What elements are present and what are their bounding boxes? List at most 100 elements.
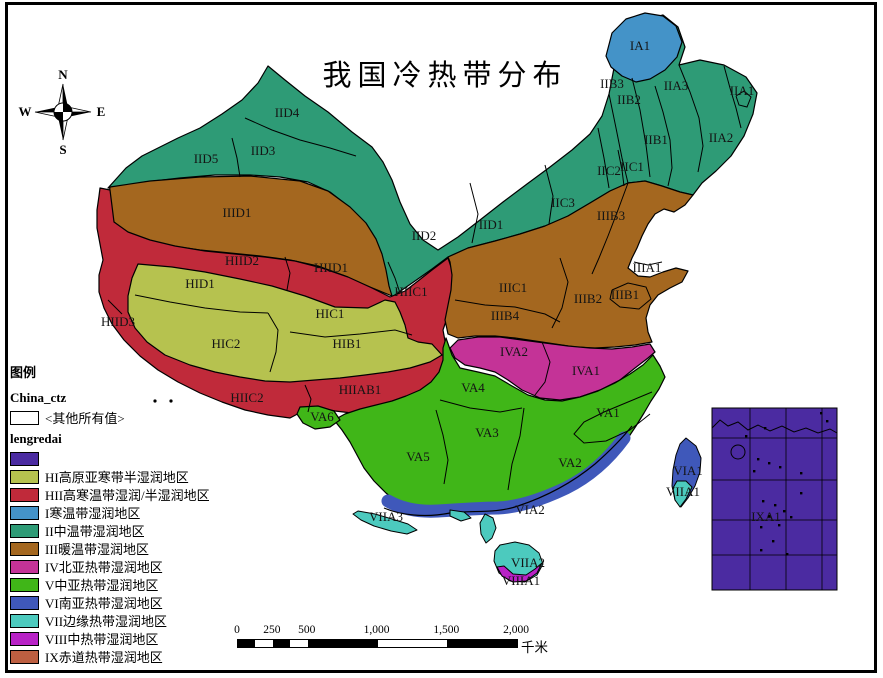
compass-label-s: S [59,142,66,157]
region-viia3 [352,510,418,535]
region-label-ia1: IA1 [630,38,650,53]
legend-swatch [10,452,39,466]
region-taiwan-south [672,480,693,508]
region-label-iib1: IIB1 [644,132,668,147]
inset-region-label: IXA1 [751,509,781,524]
inset-island-speck [762,500,765,503]
zone-boundary-line [231,137,241,178]
region-label-va4: VA4 [461,380,485,395]
compass-quadrant [63,103,72,112]
inset-island-speck [745,435,748,438]
region-label-iid1: IID1 [479,217,504,232]
zone-boundary-line [267,312,279,373]
region-hi-plateau [127,263,443,383]
map-frame [5,2,877,673]
legend-item-label: VI南亚热带湿润地区 [45,595,163,611]
scalebar-numbers: 0 250 500 1,000 1,500 2,000 [0,624,883,636]
legend-swatch [10,632,39,646]
zone-boundary-line [591,182,629,275]
region-label-hiic2: HIIC2 [230,390,263,405]
zone-boundary-line [735,90,752,108]
zone-boundary-line [284,256,291,291]
region-label-hib1: HIB1 [333,336,362,351]
inset-island-speck [786,553,789,556]
region-label-iia3: IIA3 [664,78,689,93]
region-label-iiib1: IIIB1 [611,287,639,302]
legend-other-row: <其他所有值> [10,409,210,427]
region-leizhou [479,513,497,544]
region-coast-spot [449,509,472,522]
map-title: 我国冷热带分布 [322,60,568,92]
region-label-iid5: IID5 [194,151,219,166]
south-china-sea-inset [711,407,838,591]
zone-boundary-line [304,384,312,413]
zone-boundary-line [134,294,269,314]
region-label-iid2: IID2 [412,228,437,243]
legend-swatch [10,560,39,574]
zone-boundary-line [107,299,123,315]
zone-boundary-line [534,341,551,396]
zone-boundary-line [597,127,610,189]
region-label-iva2: IVA2 [500,344,528,359]
inset-island-speck [826,420,829,423]
legend-item: I寒温带湿润地区 [10,504,210,522]
region-label-hiid3: HIID3 [101,314,135,329]
zone-boundary-line [387,261,401,294]
region-label-iiic1: IIIC1 [499,280,527,295]
zone-boundary-line [454,299,561,323]
zone-boundary-line [573,391,653,444]
zone-boundary-line [631,77,651,178]
legend-item-label: HI高原亚寒带半湿润地区 [45,469,189,485]
zone-boundary-line [609,282,652,310]
legend-item-label: VIII中热带湿润地区 [45,631,159,647]
legend-swatch [10,506,39,520]
region-label-iiib4: IIIB4 [491,308,520,323]
region-label-hiiab1: HIIAB1 [339,382,382,397]
scalebar-tick-label: 1,000 [363,624,390,636]
legend-item-label: II中温带湿润地区 [45,523,145,539]
scalebar-segment [307,640,378,647]
region-label-via2: VIA2 [515,502,545,517]
region-label-hiid2: HIID2 [225,253,259,268]
scalebar-tick-label: 500 [298,624,316,636]
inset-island-speck [760,549,763,552]
zone-boundary-line [244,117,357,157]
region-label-va2: VA2 [558,455,582,470]
zone-boundary-line [678,64,704,173]
inset-island-speck [790,516,793,519]
region-label-iic2: IIC2 [597,163,621,178]
region-label-va1: VA1 [596,405,620,420]
scalebar-tick-label: 2,000 [503,624,529,636]
legend-layer-name: China_ctz [10,390,67,405]
zone-boundary-line [551,257,569,329]
legend-swatch [10,488,39,502]
legend-item: IX赤道热带湿润地区 [10,648,210,666]
legend-item-label: V中亚热带湿润地区 [45,577,159,593]
legend-item: VII边缘热带湿润地区 [10,612,210,630]
scalebar-tick-label: 1,500 [433,624,460,636]
region-label-hiic1: HIIC1 [394,284,427,299]
legend-item-label: IX赤道热带湿润地区 [45,649,163,665]
region-viiia1 [496,562,543,583]
compass-quadrant [54,112,63,121]
region-label-iic1: IIC1 [620,159,644,174]
region-label-iiid1: IIID1 [223,205,252,220]
region-label-va3: VA3 [475,425,499,440]
legend-item-label: VII边缘热带湿润地区 [45,613,168,629]
scalebar-segment [377,640,448,647]
legend-other-swatch [10,411,39,425]
legend-item-label: I寒温带湿润地区 [45,505,141,521]
inset-island-speck [779,466,782,469]
inset-island-speck [778,524,781,527]
inset-island-ring [730,444,746,460]
legend: 图例 China_ctz <其他所有值> lengredai HI高原亚寒带半湿… [10,362,210,666]
small-island-dot [153,399,157,403]
region-label-viia2: VIIA2 [511,555,545,570]
region-label-hid1: HID1 [185,276,215,291]
legend-swatch [10,524,39,538]
region-label-hiid1: HIID1 [314,260,348,275]
region-label-viiia1: VIIIA1 [502,573,540,588]
inset-island-speck [760,526,763,529]
